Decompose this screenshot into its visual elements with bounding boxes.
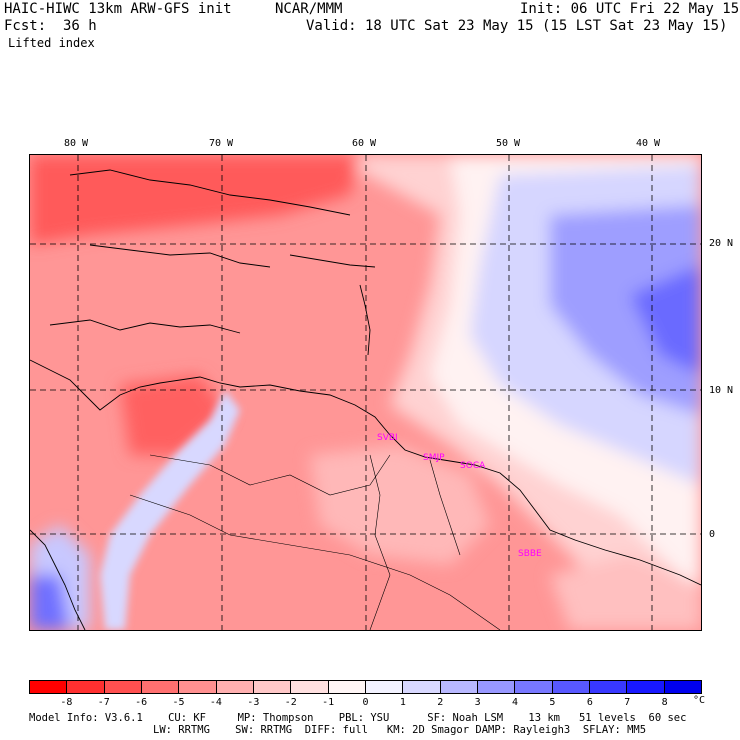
lon-label-50w: 50 W xyxy=(496,138,521,149)
colorbar-tick-label: 7 xyxy=(624,697,631,708)
colorbar-cell xyxy=(664,681,701,693)
colorbar-tick-label: 2 xyxy=(437,697,444,708)
colorbar-tick-label: 6 xyxy=(586,697,593,708)
colorbar-tick-label: 5 xyxy=(549,697,556,708)
model-title: HAIC-HIWC 13km ARW-GFS init xyxy=(4,1,232,17)
colorbar-tick-label: 0 xyxy=(362,697,369,708)
colorbar-tick-label: -3 xyxy=(247,697,260,708)
lat-label-20n: 20 N xyxy=(709,238,734,249)
station-label: SOCA xyxy=(460,461,486,471)
model-info-line: Model Info: V3.6.1 CU: KF MP: Thompson P… xyxy=(29,712,687,724)
lat-label-0: 0 xyxy=(709,529,716,540)
colorbar-cell xyxy=(440,681,478,693)
shading-fields xyxy=(30,155,701,630)
colorbar-cell xyxy=(477,681,516,693)
colorbar-cell xyxy=(179,681,217,693)
colorbar-tick-label: -7 xyxy=(97,697,110,708)
colorbar-unit: °C xyxy=(693,695,706,706)
colorbar-tick-label: 4 xyxy=(512,697,519,708)
lon-label-60w: 60 W xyxy=(352,138,377,149)
colorbar-cell xyxy=(403,681,441,693)
colorbar xyxy=(29,680,702,694)
station-labels: SVBI SMJP SOCA SBBE xyxy=(377,433,542,559)
colorbar-cell xyxy=(365,681,404,693)
field-name: Lifted index xyxy=(8,36,95,50)
colorbar-tick-label: -8 xyxy=(60,697,73,708)
station-label: SBBE xyxy=(518,549,542,559)
colorbar-tick-label: -5 xyxy=(172,697,185,708)
station-label: SVBI xyxy=(377,433,398,443)
organization: NCAR/MMM xyxy=(275,1,343,17)
lon-label-80w: 80 W xyxy=(64,138,89,149)
physics-info-line: LW: RRTMG SW: RRTMG DIFF: full KM: 2D Sm… xyxy=(153,724,647,736)
init-time: Init: 06 UTC Fri 22 May 15 xyxy=(520,1,740,17)
map-canvas: SVBI SMJP SOCA SBBE xyxy=(30,155,701,630)
colorbar-cell xyxy=(291,681,329,693)
colorbar-cell xyxy=(104,681,142,693)
colorbar-tick-label: 8 xyxy=(661,697,668,708)
colorbar-cell xyxy=(515,681,553,693)
station-label: SMJP xyxy=(423,453,445,463)
colorbar-cell xyxy=(253,681,292,693)
valid-time: Valid: 18 UTC Sat 23 May 15 (15 LST Sat … xyxy=(306,18,728,34)
lon-label-40w: 40 W xyxy=(636,138,661,149)
colorbar-tick-label: 1 xyxy=(399,697,406,708)
lon-label-70w: 70 W xyxy=(209,138,234,149)
lat-lon-grid xyxy=(30,155,701,630)
colorbar-cell xyxy=(141,681,180,693)
colorbar-tick-label: -2 xyxy=(284,697,297,708)
andes-band xyxy=(100,390,240,630)
borders xyxy=(129,454,501,630)
colorbar-cell xyxy=(627,681,665,693)
colorbar-tick-label: -4 xyxy=(209,697,222,708)
colorbar-tick-label: -6 xyxy=(135,697,148,708)
colorbar-cell xyxy=(216,681,254,693)
lifted-index-map: SVBI SMJP SOCA SBBE xyxy=(29,154,702,631)
coastlines xyxy=(30,169,701,630)
lat-label-10n: 10 N xyxy=(709,385,734,396)
colorbar-tick-label: -1 xyxy=(322,697,335,708)
colorbar-cell xyxy=(552,681,590,693)
colorbar-cell xyxy=(67,681,105,693)
colorbar-cell xyxy=(30,681,68,693)
colorbar-cell xyxy=(589,681,628,693)
colorbar-cell xyxy=(328,681,366,693)
colorbar-tick-label: 3 xyxy=(474,697,481,708)
forecast-hour: Fcst: 36 h xyxy=(4,18,97,34)
